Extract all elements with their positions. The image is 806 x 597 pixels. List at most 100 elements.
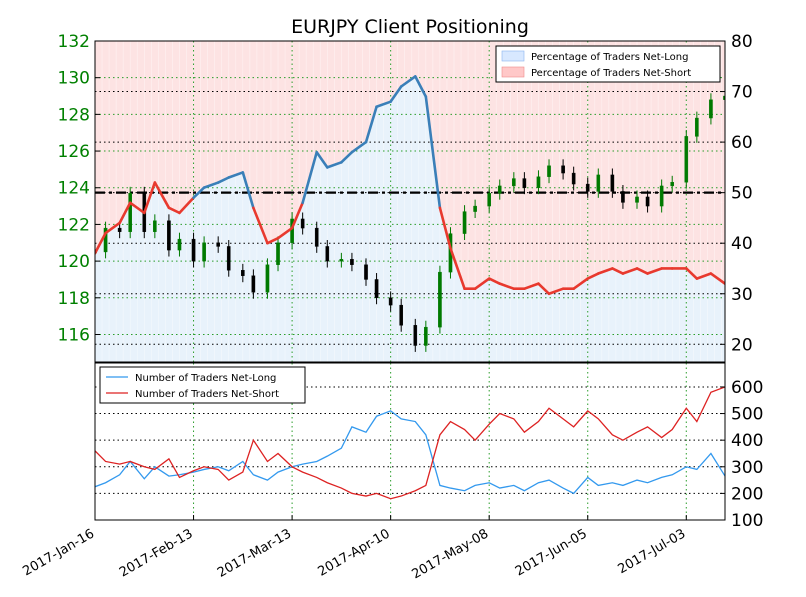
net-long-percentage-segment	[399, 75, 417, 88]
left-axis-tick-label: 124	[58, 179, 90, 199]
right-axis-tick-label: 50	[731, 184, 753, 204]
date-axis-tick-label: 2017-Jan-16	[20, 526, 97, 579]
price-candle-body	[265, 264, 270, 293]
price-candle-body	[536, 176, 541, 188]
price-candle-body	[670, 182, 675, 187]
net-long-percentage-segment	[596, 267, 614, 275]
price-candle-body	[522, 178, 527, 188]
price-candle-body	[497, 185, 502, 194]
bottom-legend-frame	[99, 366, 306, 404]
net-long-percentage-segment	[142, 181, 157, 215]
number-net-long-line	[95, 410, 725, 495]
net-long-percentage-segment	[104, 221, 121, 235]
date-axis-tick-label: 2017-Jun-05	[513, 526, 590, 579]
left-axis-tick-label: 118	[58, 289, 90, 309]
price-candle-body	[424, 326, 428, 346]
net-long-percentage-segment	[128, 201, 146, 215]
price-candle-body	[695, 117, 699, 137]
price-candle-body	[290, 218, 294, 243]
net-long-percentage-segment	[523, 282, 540, 291]
price-candle-body	[561, 165, 565, 174]
price-candle-body	[276, 242, 280, 265]
price-candle-body	[364, 264, 368, 280]
price-candle-body	[659, 185, 664, 207]
net-long-percentage-segment	[498, 282, 516, 291]
bottom-panel: 100 200 300 400 500 600	[94, 362, 763, 531]
legend-swatch-net-short	[501, 66, 525, 78]
left-axis-tick-label: 128	[58, 105, 90, 125]
top-legend-frame	[495, 45, 721, 83]
net-short-area	[95, 41, 725, 294]
net-long-percentage-segment	[315, 150, 329, 169]
price-candle-body	[325, 246, 330, 262]
date-axis-tick-label: 2017-Mar-13	[215, 526, 294, 580]
price-candle-body	[103, 227, 108, 253]
price-candle-body	[684, 136, 689, 183]
legend-label-number-short: Number of Traders Net-Short	[135, 389, 279, 400]
left-axis-tick-label: 116	[58, 325, 90, 345]
net-long-percentage-segment	[364, 105, 378, 144]
bottom-legend: Number of Traders Net-Long Number of Tra…	[99, 366, 306, 404]
net-long-percentage-segment	[216, 176, 231, 184]
right-axis-tick-label: 80	[731, 32, 753, 52]
price-candle-body	[117, 227, 122, 232]
net-long-percentage-segment	[621, 267, 639, 275]
price-candle-body	[388, 297, 393, 306]
net-long-percentage-segment	[611, 267, 625, 275]
right-axis-tick-label: 40	[731, 234, 753, 254]
price-candle-body	[723, 95, 725, 100]
net-long-percentage-segment	[547, 287, 565, 296]
right-axis-tick-label: 70	[731, 83, 753, 103]
net-long-percentage-segment	[635, 267, 649, 275]
price-candle-body	[251, 275, 256, 293]
bottom-right-axis-tick-label: 100	[731, 511, 763, 531]
date-axis-tick-label: 2017-Feb-13	[117, 526, 196, 580]
bottom-plot-frame	[94, 362, 726, 521]
net-long-percentage-segment	[202, 181, 220, 189]
net-long-percentage-segment	[709, 272, 725, 285]
bottom-right-axis-tick-label: 600	[731, 378, 763, 398]
date-axis-tick-label: 2017-May-08	[410, 526, 492, 582]
price-candle-body	[314, 227, 319, 247]
left-axis-tick-label: 130	[58, 69, 90, 89]
legend-swatch-net-long	[501, 50, 525, 62]
price-candle-body	[413, 325, 418, 346]
price-candle-body	[339, 259, 344, 262]
net-long-percentage-segment	[167, 206, 181, 215]
legend-label-net-long: Percentage of Traders Net-Long	[531, 52, 689, 63]
net-long-percentage-segment	[252, 206, 269, 245]
price-candle-body	[350, 259, 354, 265]
price-candle-body	[167, 220, 171, 251]
chart-title: EURJPY Client Positioning	[291, 16, 529, 38]
net-long-percentage-segment	[537, 282, 551, 296]
number-net-short-line	[95, 386, 725, 500]
net-long-percentage-segment	[301, 150, 319, 205]
net-long-percentage-segment	[153, 181, 171, 210]
price-candle-body	[610, 174, 615, 192]
price-candle-body	[585, 183, 590, 192]
price-candle-body	[596, 174, 601, 192]
net-long-percentage-segment	[192, 186, 206, 200]
price-candle-body	[621, 191, 625, 203]
price-candle-body	[512, 178, 516, 187]
net-long-percentage-segment	[340, 150, 354, 164]
net-long-percentage-segment	[389, 85, 403, 103]
net-long-percentage-segment	[438, 206, 452, 250]
net-long-percentage-segment	[586, 272, 600, 280]
net-long-percentage-segment	[695, 272, 713, 280]
net-long-percentage-segment	[424, 95, 442, 210]
price-candle-body	[191, 238, 196, 262]
top-plot-frame	[94, 40, 726, 363]
net-long-percentage-segment	[266, 236, 280, 245]
left-axis-tick-label: 132	[58, 32, 90, 52]
net-long-percentage-segment	[449, 246, 466, 291]
price-candle-body	[128, 193, 132, 232]
price-candle-body	[153, 220, 157, 232]
legend-label-number-long: Number of Traders Net-Long	[135, 373, 276, 384]
net-long-percentage-segment	[413, 75, 428, 98]
left-axis-tick-label: 126	[58, 142, 90, 162]
left-axis-tick-label: 122	[58, 215, 90, 235]
right-axis-tick-label: 20	[731, 335, 753, 355]
left-axis-tick-label: 120	[58, 252, 90, 272]
net-long-percentage-segment	[325, 161, 343, 169]
